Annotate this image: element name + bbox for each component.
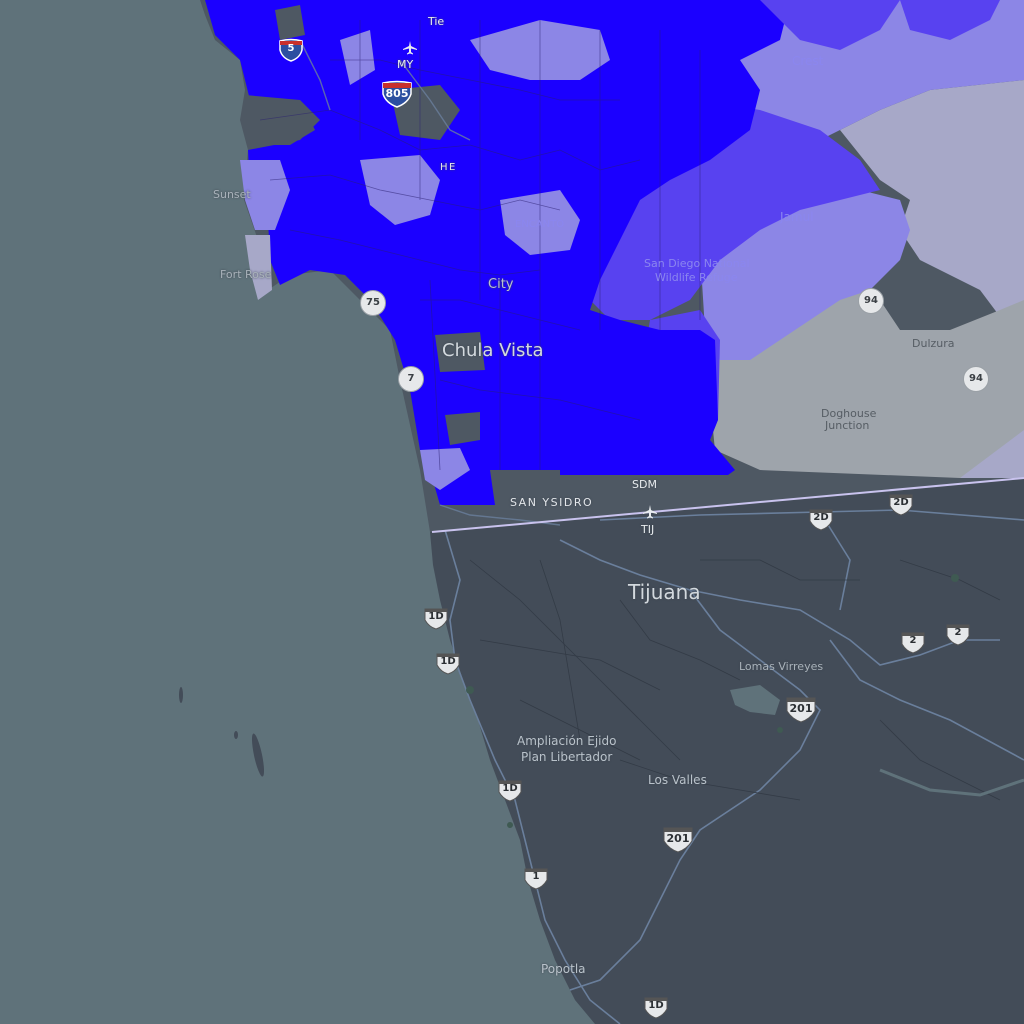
- highway-1d-label: 1D: [502, 783, 518, 794]
- label-tijuana: Tijuana: [628, 580, 701, 604]
- river: [879, 768, 1024, 797]
- label-refuge-2: Wildlife Refuge: [655, 271, 738, 284]
- label-national-city: City: [488, 277, 514, 292]
- airport-icon: [403, 41, 417, 55]
- park-area: [275, 5, 305, 40]
- choropleth-faint: [840, 80, 1024, 478]
- highway-2d-label: 2D: [813, 512, 829, 523]
- label-ampliacion-ejido: Ampliación Ejido: [517, 734, 617, 748]
- green-parks: [466, 574, 959, 828]
- tract-outlines: [259, 20, 701, 471]
- label-refuge: San Diego National: [644, 257, 750, 270]
- international-border: [431, 477, 1024, 533]
- interstate-5-label: 5: [287, 43, 295, 54]
- interstate-shield: 5: [278, 38, 304, 62]
- state-route-marker: 75: [360, 290, 386, 316]
- coronado-island: [234, 731, 238, 739]
- highway-2-label: 2: [954, 627, 962, 638]
- mexico-land: [430, 478, 1024, 1024]
- coronado-island: [251, 733, 265, 777]
- park-area: [245, 95, 315, 145]
- label-airport-sdm: SDM: [632, 478, 657, 491]
- interstate-shield: 805: [381, 80, 413, 108]
- mexico-highway-shield: 201: [785, 695, 817, 723]
- highway-201-label: 201: [789, 702, 813, 715]
- label-doghouse: Doghouse: [821, 407, 877, 420]
- mexico-highway-shield: 1D: [423, 606, 449, 630]
- label-los-valles: Los Valles: [648, 773, 707, 787]
- state-route-marker: 94: [963, 366, 989, 392]
- choropleth-mid: [900, 0, 1000, 40]
- mexico-highway-shield: 2D: [808, 507, 834, 531]
- mexico-highway-shield: 2: [945, 622, 971, 646]
- label-chula-vista: Chula Vista: [442, 340, 544, 361]
- mexico-highway-shield: 201: [662, 825, 694, 853]
- park-area: [445, 412, 480, 445]
- label-popotla: Popotla: [541, 962, 586, 976]
- highway-1-label: 1: [532, 871, 540, 882]
- label-airport-tij: TIJ: [641, 523, 655, 536]
- label-junction: Junction: [825, 419, 870, 432]
- highway-1d-label: 1D: [648, 1000, 664, 1011]
- highway-1d-label: 1D: [440, 656, 456, 667]
- roads: [444, 509, 1024, 1024]
- state-route-marker: 94: [858, 288, 884, 314]
- mexico-highway-shield: 2: [900, 630, 926, 654]
- label-plan-libertador: Plan Libertador: [521, 750, 613, 764]
- coronado-island: [179, 687, 183, 703]
- highway-1d-label: 1D: [428, 611, 444, 622]
- highway-2d-label: 2D: [893, 497, 909, 508]
- label-airport-myf: MY: [397, 58, 414, 71]
- minor-roads: [469, 559, 1001, 801]
- label-jamul: Jamul: [780, 210, 814, 224]
- choropleth-low: [420, 448, 470, 490]
- highway-2-label: 2: [909, 635, 917, 646]
- mexico-highway-shield: 1D: [435, 651, 461, 675]
- label-dulzura: Dulzura: [912, 337, 955, 350]
- mexico-highway-shield: 2D: [888, 492, 914, 516]
- mexico-highway-shield: 1D: [643, 995, 669, 1019]
- choropleth-low: [340, 30, 375, 85]
- label-crest: Crest: [792, 54, 824, 68]
- label-fort-rosecrans: Fort Rose: [220, 268, 272, 281]
- choropleth-low: [240, 160, 290, 230]
- mexico-highway-shield: 1: [523, 866, 549, 890]
- choropleth-mid: [760, 0, 900, 50]
- state-route-marker: 7: [398, 366, 424, 392]
- label-san-ysidro: SAN YSIDRO: [510, 496, 594, 509]
- highway-201-label: 201: [666, 832, 690, 845]
- label-encanto: ENCANTO: [515, 219, 565, 230]
- park-area: [490, 470, 560, 505]
- interstate-805-label: 805: [385, 87, 409, 100]
- airport-icon: [643, 505, 657, 519]
- label-sunset-cliffs: Sunset: [213, 188, 251, 201]
- label-the: HE: [440, 162, 457, 173]
- label-tierrasanta: Tie: [428, 15, 445, 28]
- park-area: [435, 332, 485, 372]
- label-lomas-virreyes: Lomas Virreyes: [739, 660, 824, 673]
- choropleth-faint: [245, 235, 272, 300]
- choropleth-high: [205, 0, 790, 505]
- mexico-highway-shield: 1D: [497, 778, 523, 802]
- reservoir: [730, 685, 780, 715]
